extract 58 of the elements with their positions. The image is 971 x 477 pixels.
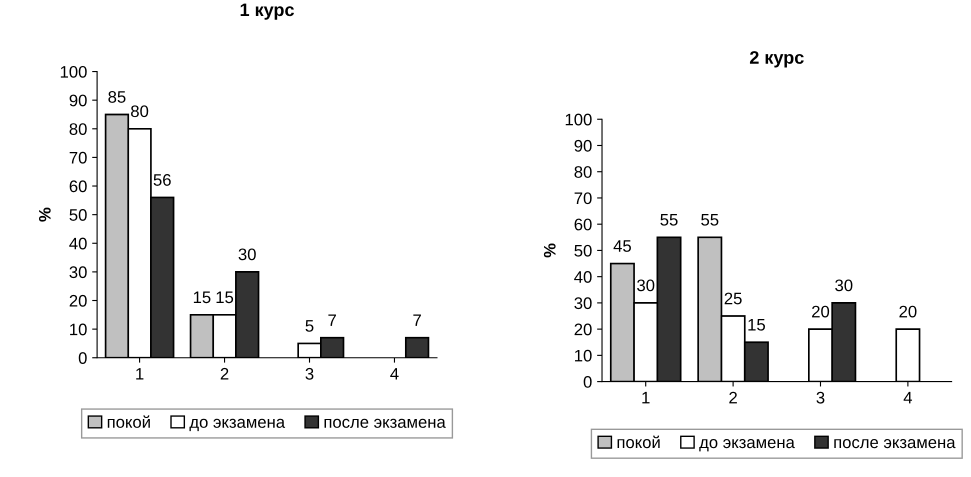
y-tick-label: 50: [574, 244, 592, 257]
x-tick-label: 3: [816, 392, 824, 404]
legend-label: после экзамена: [834, 439, 956, 448]
y-tick-label: 20: [70, 294, 87, 307]
x-tick-label: 2: [729, 392, 737, 404]
y-tick-label: 10: [575, 350, 592, 362]
data-label: 15: [748, 318, 765, 331]
y-tick-label: 80: [70, 123, 87, 135]
data-label: 30: [835, 279, 852, 292]
data-label: 20: [812, 306, 830, 318]
y-tick-label: 50: [70, 209, 87, 221]
y-tick-label: 60: [70, 180, 87, 192]
y-axis-title: %: [544, 243, 556, 258]
y-tick-label: 40: [69, 238, 87, 250]
data-label: 7: [328, 314, 336, 326]
data-label: 85: [108, 91, 126, 103]
legend-label: покой: [108, 415, 150, 428]
data-label: 80: [131, 105, 148, 118]
y-tick-label: 60: [574, 218, 592, 230]
legend-label: до экзамена: [190, 418, 286, 432]
y-tick-label: 90: [70, 94, 87, 106]
y-tick-label: 80: [574, 166, 592, 178]
x-tick-label: 4: [904, 392, 912, 404]
y-axis-title: %: [38, 208, 51, 222]
data-label: 45: [614, 240, 631, 252]
y-tick-label: 30: [574, 297, 592, 310]
data-label: 30: [637, 279, 654, 292]
x-tick-label: 1: [642, 392, 650, 404]
legend-label: до экзамена: [699, 439, 795, 452]
data-label: 25: [724, 292, 742, 304]
chart-title: 1 курс: [240, 4, 294, 20]
y-tick-label: 0: [584, 376, 592, 388]
y-tick-label: 40: [574, 271, 592, 283]
x-tick-label: 1: [136, 368, 144, 380]
data-label: 20: [899, 306, 917, 318]
data-label: 56: [154, 174, 171, 186]
data-label: 7: [413, 314, 421, 326]
y-tick-label: 20: [574, 324, 592, 336]
legend-label: покой: [618, 436, 660, 448]
data-label: 5: [306, 320, 314, 332]
x-tick-label: 3: [306, 368, 314, 380]
data-label: 55: [660, 214, 678, 226]
x-tick-label: 2: [220, 368, 228, 380]
data-label: 55: [701, 214, 718, 226]
y-tick-label: 10: [70, 324, 87, 336]
y-tick-label: 100: [60, 66, 87, 78]
y-tick-label: 90: [574, 140, 592, 152]
y-tick-label: 70: [70, 152, 87, 164]
chart-title: 2 курс: [750, 51, 804, 68]
y-tick-label: 30: [69, 266, 87, 278]
x-tick-label: 4: [390, 368, 399, 380]
y-tick-label: 70: [574, 192, 592, 204]
y-tick-label: 0: [78, 352, 87, 364]
y-tick-label: 100: [566, 114, 592, 126]
data-label: 30: [238, 248, 256, 260]
data-label: 15: [194, 292, 210, 304]
data-label: 15: [216, 292, 234, 304]
legend-label: после экзамена: [324, 418, 446, 428]
